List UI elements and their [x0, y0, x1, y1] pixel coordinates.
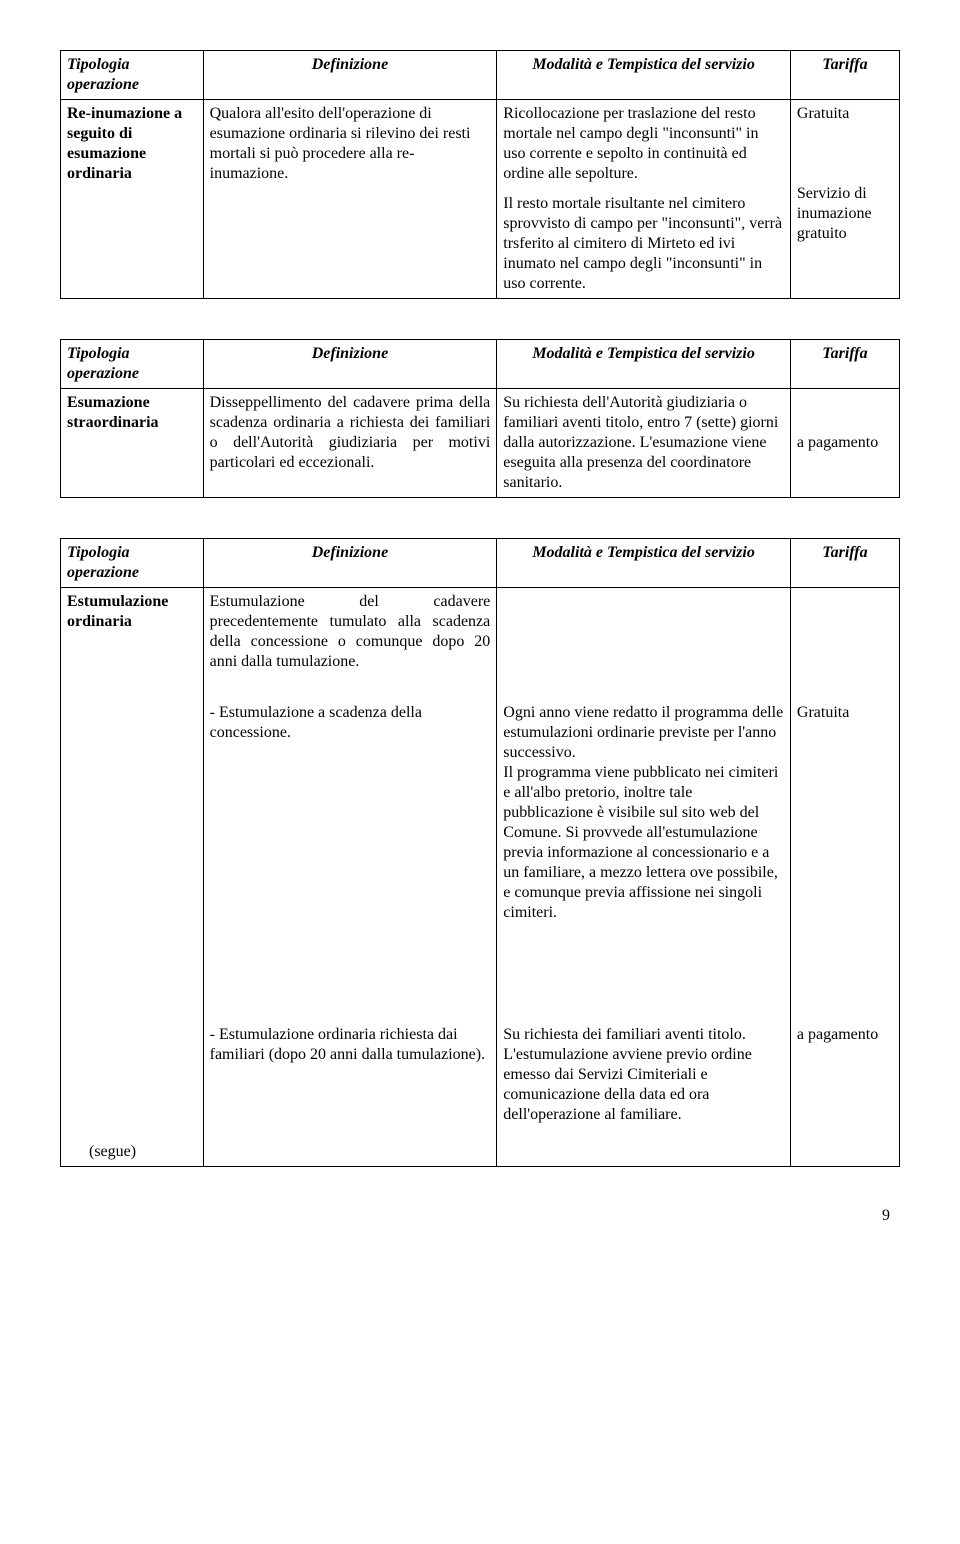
header-tipologia: Tipologia operazione	[61, 340, 204, 389]
table-esumazione-straordinaria: Tipologia operazione Definizione Modalit…	[60, 339, 900, 498]
header-modalita: Modalità e Tempistica del servizio	[497, 51, 791, 100]
tariffa-p1: Gratuita	[797, 104, 893, 124]
table-header-row: Tipologia operazione Definizione Modalit…	[61, 340, 900, 389]
cell-modalita-empty	[497, 588, 791, 699]
tipologia-text: Estumulazione ordinaria	[67, 593, 168, 630]
cell-tariffa: Gratuita Servizio di inumazione gratuito	[790, 100, 899, 299]
header-tariffa: Tariffa	[790, 340, 899, 389]
cell-modalita-c: Su richiesta dei familiari aventi titolo…	[497, 985, 791, 1167]
cell-tariffa-c: a pagamento	[790, 985, 899, 1167]
table-row: Estumulazione ordinaria (segue) Estumula…	[61, 588, 900, 699]
table-estumulazione-ordinaria: Tipologia operazione Definizione Modalit…	[60, 538, 900, 1167]
header-tariffa: Tariffa	[790, 539, 899, 588]
header-definizione: Definizione	[203, 51, 497, 100]
cell-definizione-a: Estumulazione del cadavere precedentemen…	[203, 588, 497, 699]
table-row: Esumazione straordinaria Disseppelliment…	[61, 389, 900, 498]
header-definizione: Definizione	[203, 340, 497, 389]
cell-tipologia: Estumulazione ordinaria (segue)	[61, 588, 204, 1167]
header-definizione: Definizione	[203, 539, 497, 588]
cell-tariffa-b: Gratuita	[790, 699, 899, 985]
table-header-row: Tipologia operazione Definizione Modalit…	[61, 51, 900, 100]
page-number: 9	[60, 1207, 900, 1225]
cell-definizione-c: - Estumulazione ordinaria richiesta dai …	[203, 985, 497, 1167]
table-row: Re-inumazione a seguito di esumazione or…	[61, 100, 900, 299]
cell-tariffa: a pagamento	[790, 389, 899, 498]
segue-text: (segue)	[67, 1143, 136, 1160]
cell-tariffa-empty	[790, 588, 899, 699]
cell-definizione-b: - Estumulazione a scadenza della concess…	[203, 699, 497, 985]
cell-tipologia: Re-inumazione a seguito di esumazione or…	[61, 100, 204, 299]
cell-modalita-b: Ogni anno viene redatto il programma del…	[497, 699, 791, 985]
cell-definizione: Disseppellimento del cadavere prima dell…	[203, 389, 497, 498]
header-tariffa: Tariffa	[790, 51, 899, 100]
cell-definizione: Qualora all'esito dell'operazione di esu…	[203, 100, 497, 299]
cell-tipologia: Esumazione straordinaria	[61, 389, 204, 498]
header-modalita: Modalità e Tempistica del servizio	[497, 539, 791, 588]
header-tipologia: Tipologia operazione	[61, 539, 204, 588]
cell-modalita: Su richiesta dell'Autorità giudiziaria o…	[497, 389, 791, 498]
table-reinumazione: Tipologia operazione Definizione Modalit…	[60, 50, 900, 299]
header-modalita: Modalità e Tempistica del servizio	[497, 340, 791, 389]
header-tipologia: Tipologia operazione	[61, 51, 204, 100]
table-header-row: Tipologia operazione Definizione Modalit…	[61, 539, 900, 588]
cell-modalita: Ricollocazione per traslazione del resto…	[497, 100, 791, 299]
modalita-p1: Ricollocazione per traslazione del resto…	[503, 104, 784, 184]
tariffa-p2: Servizio di inumazione gratuito	[797, 185, 872, 242]
modalita-p2: Il resto mortale risultante nel cimitero…	[503, 195, 782, 292]
